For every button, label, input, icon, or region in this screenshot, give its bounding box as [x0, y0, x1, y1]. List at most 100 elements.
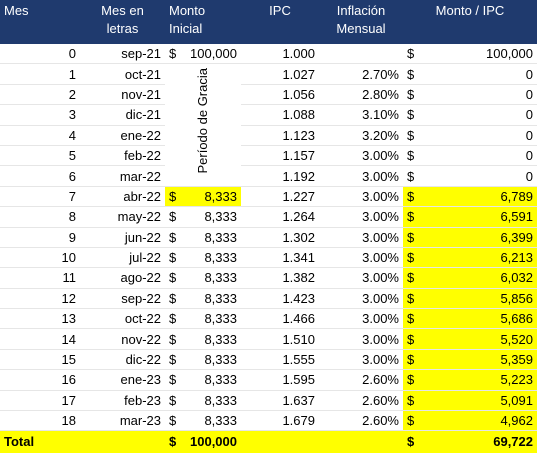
cell-inflacion-mensual[interactable]: 3.10%	[319, 104, 403, 126]
cell-mes-en-letras[interactable]: ene-22	[80, 125, 165, 146]
cell-ipc[interactable]: 1.192	[241, 165, 319, 187]
cell-ipc[interactable]: 1.027	[241, 63, 319, 85]
cell-mes[interactable]: 6	[0, 165, 80, 187]
cell-monto-inicial[interactable]: $100,000	[165, 44, 241, 65]
cell-ipc[interactable]: 1.555	[241, 349, 319, 371]
cell-ipc[interactable]: 1.123	[241, 125, 319, 146]
cell-monto-ipc[interactable]: $0	[403, 104, 537, 126]
cell-monto-inicial[interactable]: $8,333	[165, 349, 241, 371]
cell-monto-inicial[interactable]: $8,333	[165, 410, 241, 432]
cell-mes[interactable]: 8	[0, 206, 80, 228]
cell-mes[interactable]: 2	[0, 84, 80, 106]
cell-monto-inicial[interactable]: $8,333	[165, 267, 241, 289]
cell-monto-ipc[interactable]: $5,686	[403, 308, 537, 330]
cell-inflacion-mensual[interactable]: 3.00%	[319, 165, 403, 187]
cell-mes[interactable]: 14	[0, 328, 80, 350]
cell-ipc[interactable]: 1.227	[241, 186, 319, 208]
cell-inflacion-mensual[interactable]: 3.20%	[319, 125, 403, 146]
cell-mes[interactable]: 12	[0, 288, 80, 310]
cell-monto-ipc[interactable]: $0	[403, 63, 537, 85]
total-empty-cell[interactable]	[80, 430, 165, 453]
cell-mes[interactable]: 17	[0, 390, 80, 412]
cell-monto-inicial[interactable]: $8,333	[165, 227, 241, 248]
cell-monto-ipc[interactable]: $5,520	[403, 328, 537, 350]
cell-inflacion-mensual[interactable]: 2.60%	[319, 410, 403, 432]
cell-mes-en-letras[interactable]: oct-22	[80, 308, 165, 330]
cell-mes-en-letras[interactable]: nov-21	[80, 84, 165, 106]
cell-monto-ipc[interactable]: $4,962	[403, 410, 537, 432]
total-monto-inicial[interactable]: $100,000	[165, 430, 241, 453]
total-empty-cell[interactable]	[319, 430, 403, 453]
cell-monto-ipc[interactable]: $0	[403, 165, 537, 187]
cell-mes[interactable]: 5	[0, 145, 80, 167]
cell-ipc[interactable]: 1.382	[241, 267, 319, 289]
cell-ipc[interactable]: 1.341	[241, 247, 319, 269]
cell-ipc[interactable]: 1.000	[241, 44, 319, 65]
cell-monto-ipc[interactable]: $6,591	[403, 206, 537, 228]
cell-mes-en-letras[interactable]: mar-22	[80, 165, 165, 187]
cell-mes[interactable]: 9	[0, 227, 80, 248]
cell-monto-ipc[interactable]: $6,399	[403, 227, 537, 248]
cell-ipc[interactable]: 1.595	[241, 369, 319, 391]
cell-ipc[interactable]: 1.264	[241, 206, 319, 228]
cell-monto-ipc[interactable]: $5,223	[403, 369, 537, 391]
cell-monto-ipc[interactable]: $6,789	[403, 186, 537, 208]
cell-ipc[interactable]: 1.302	[241, 227, 319, 248]
cell-mes-en-letras[interactable]: jul-22	[80, 247, 165, 269]
cell-ipc[interactable]: 1.056	[241, 84, 319, 106]
header-mes-en-letras[interactable]: Mes en letras	[80, 0, 165, 44]
cell-monto-inicial[interactable]: $8,333	[165, 308, 241, 330]
cell-inflacion-mensual[interactable]: 3.00%	[319, 227, 403, 248]
header-monto-inicial[interactable]: Monto Inicial	[165, 0, 241, 44]
cell-ipc[interactable]: 1.088	[241, 104, 319, 126]
cell-monto-inicial[interactable]: $8,333	[165, 186, 241, 208]
cell-mes[interactable]: 18	[0, 410, 80, 432]
cell-inflacion-mensual[interactable]: 3.00%	[319, 206, 403, 228]
cell-mes[interactable]: 15	[0, 349, 80, 371]
header-monto-ipc[interactable]: Monto / IPC	[403, 0, 537, 44]
cell-inflacion-mensual[interactable]: 3.00%	[319, 186, 403, 208]
cell-mes-en-letras[interactable]: oct-21	[80, 63, 165, 85]
header-ipc[interactable]: IPC	[241, 0, 319, 44]
cell-mes-en-letras[interactable]: may-22	[80, 206, 165, 228]
cell-mes[interactable]: 4	[0, 125, 80, 146]
cell-ipc[interactable]: 1.157	[241, 145, 319, 167]
cell-monto-inicial[interactable]: $8,333	[165, 369, 241, 391]
grace-period-cell[interactable]: Período de Gracia	[165, 63, 241, 187]
cell-ipc[interactable]: 1.466	[241, 308, 319, 330]
cell-inflacion-mensual[interactable]: 3.00%	[319, 349, 403, 371]
cell-inflacion-mensual[interactable]: 2.80%	[319, 84, 403, 106]
cell-inflacion-mensual[interactable]: 3.00%	[319, 267, 403, 289]
cell-inflacion-mensual[interactable]: 3.00%	[319, 288, 403, 310]
cell-mes[interactable]: 10	[0, 247, 80, 269]
header-inflacion-mensual[interactable]: Inflación Mensual	[319, 0, 403, 44]
cell-inflacion-mensual[interactable]: 3.00%	[319, 145, 403, 167]
cell-monto-ipc[interactable]: $0	[403, 125, 537, 146]
cell-monto-ipc[interactable]: $6,032	[403, 267, 537, 289]
header-mes[interactable]: Mes	[0, 0, 80, 44]
cell-mes-en-letras[interactable]: dic-22	[80, 349, 165, 371]
cell-mes-en-letras[interactable]: mar-23	[80, 410, 165, 432]
cell-inflacion-mensual[interactable]	[319, 44, 403, 65]
cell-ipc[interactable]: 1.423	[241, 288, 319, 310]
cell-monto-inicial[interactable]: $8,333	[165, 206, 241, 228]
cell-mes-en-letras[interactable]: sep-22	[80, 288, 165, 310]
cell-mes[interactable]: 16	[0, 369, 80, 391]
cell-mes-en-letras[interactable]: jun-22	[80, 227, 165, 248]
cell-inflacion-mensual[interactable]: 3.00%	[319, 308, 403, 330]
cell-ipc[interactable]: 1.679	[241, 410, 319, 432]
cell-mes[interactable]: 11	[0, 267, 80, 289]
cell-inflacion-mensual[interactable]: 2.70%	[319, 63, 403, 85]
cell-ipc[interactable]: 1.510	[241, 328, 319, 350]
cell-monto-inicial[interactable]: $8,333	[165, 390, 241, 412]
cell-inflacion-mensual[interactable]: 3.00%	[319, 247, 403, 269]
cell-ipc[interactable]: 1.637	[241, 390, 319, 412]
cell-mes[interactable]: 0	[0, 44, 80, 65]
cell-mes[interactable]: 13	[0, 308, 80, 330]
cell-mes-en-letras[interactable]: abr-22	[80, 186, 165, 208]
cell-monto-ipc[interactable]: $0	[403, 145, 537, 167]
cell-mes-en-letras[interactable]: ene-23	[80, 369, 165, 391]
cell-monto-ipc[interactable]: $5,359	[403, 349, 537, 371]
cell-mes-en-letras[interactable]: feb-23	[80, 390, 165, 412]
cell-mes-en-letras[interactable]: dic-21	[80, 104, 165, 126]
